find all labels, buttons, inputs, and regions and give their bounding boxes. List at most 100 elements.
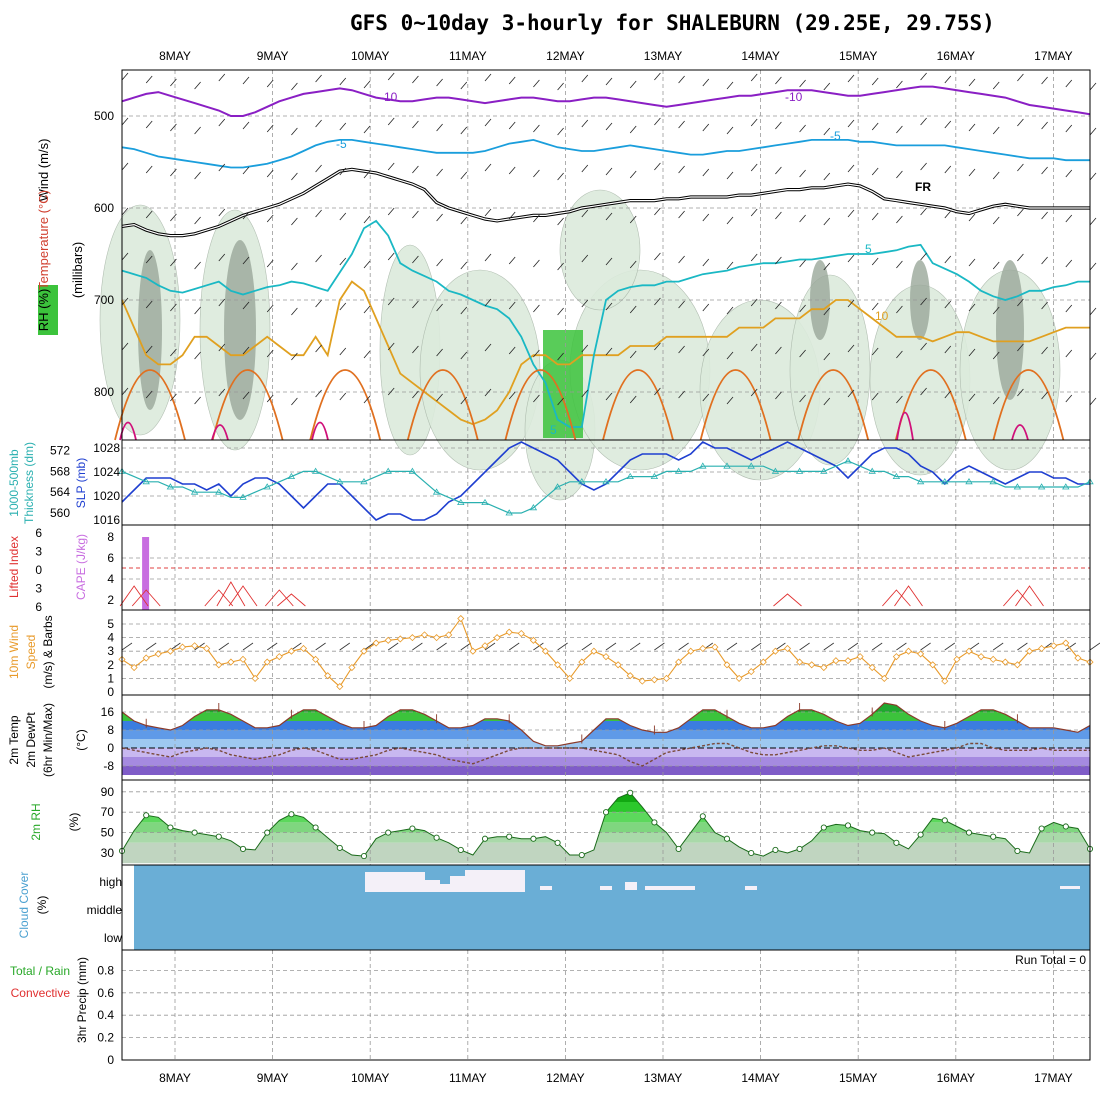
wind-barb [315,119,322,128]
wind-barb-10m [871,642,883,651]
thickness-marker [432,488,441,495]
date-label-bottom: 9MAY [257,1071,289,1085]
wind-barb-10m [291,642,302,651]
wind-barb [170,213,177,222]
li-line [277,593,306,607]
wind-barb [702,78,710,87]
wind-barb [775,211,782,220]
wind-barb [1065,394,1073,403]
cloud-gap [365,872,425,892]
rh-band [122,822,1090,833]
wind-barb [1089,217,1097,226]
wind-barb-10m [145,642,157,651]
wind-barb [823,82,831,91]
chart-title: GFS 0~10day 3-hourly for SHALEBURN (29.2… [350,11,995,35]
wind-barb-10m [1017,642,1028,651]
rh-band [122,812,1090,823]
thickness-marker [311,467,320,474]
wind-barb [799,304,806,313]
li-line [1003,589,1032,607]
wind-barb [1041,166,1048,175]
wind-barb [266,214,274,223]
wind-barb [629,395,637,404]
wind-speed-point [578,658,586,666]
wind-barb [629,170,637,179]
wind-barb [291,262,298,271]
wind-barb [581,299,589,308]
cloud-middle-label: middle [87,903,123,917]
thickness-marker [892,472,901,479]
thickness-marker [674,467,683,474]
wind-speed-point [711,643,719,651]
contour-label-m10: -10 [785,90,803,104]
wind-speed-point [929,661,937,669]
wind-barb [533,214,540,223]
wind-barb [896,80,903,89]
wind-barb [847,389,855,398]
wind-barb [436,393,443,402]
wind-barb [896,395,903,404]
wind-tick: 3 [107,644,114,658]
thickness-marker [723,462,731,469]
wind-speed-point [687,647,695,655]
wind-barb [121,207,129,216]
wind-barb [726,126,734,135]
wind-barb [121,342,129,351]
cloud-gap [645,886,695,890]
li-line [228,585,258,607]
cloud-high-label: high [99,875,122,889]
wind-barb [1017,343,1024,352]
thickness-marker [868,467,876,474]
wind-barb [678,75,685,84]
wind-barb [387,207,395,216]
contour-15 [602,369,674,441]
wind-barb [291,352,298,361]
wind-barb [654,207,661,216]
wind-speed-point [1074,654,1082,662]
rh-point [481,835,489,842]
wind-speed-point [336,682,344,691]
wind-barb [266,394,274,403]
wind-speed-point [723,661,731,669]
slp-tick: 1028 [93,441,120,455]
slp-axis-labels: 1000-500mb Thickness (dm) SLP (mb) [7,442,88,524]
wind-speed-point [566,674,574,682]
wind-barb [460,126,468,135]
wind-tick: 4 [107,631,114,645]
rh-point [506,833,513,840]
wind-barb [145,300,153,309]
cloud-gap [745,886,757,890]
wind-barb [194,126,201,135]
cape-tick: 2 [107,593,114,607]
wind-speed-point [759,658,767,666]
li-line [131,589,161,607]
wind-barb [702,348,710,357]
wind-speed-point [372,639,380,647]
wind-barb [242,391,250,400]
date-label-top: 11MAY [449,49,487,63]
wind-barb [508,391,516,400]
temp2m-label-1: 2m Temp [7,715,21,764]
wind-barb [1065,79,1073,88]
contour-label-m5: -5 [830,129,841,143]
wind-barb [194,216,201,225]
wind-barb [726,216,734,225]
rh-point [1062,823,1069,830]
pressure-tick: 800 [94,385,114,399]
wind-barb-10m [484,642,496,651]
wind-barb [508,346,516,355]
wind-barb [968,348,976,357]
wind-barb-10m [896,642,907,651]
wind-barb-10m [968,642,980,651]
wind-barb [242,121,250,130]
wind-speed-point [1050,642,1058,650]
wind-barb [242,256,250,265]
rh-tick: 30 [101,846,115,860]
wind-barb-10m [920,642,931,651]
rh-point [360,853,368,860]
wind-barb [920,117,927,126]
wind-barb [170,303,177,312]
rh-shade-dark [138,250,162,410]
wind-speed-point [554,661,562,669]
